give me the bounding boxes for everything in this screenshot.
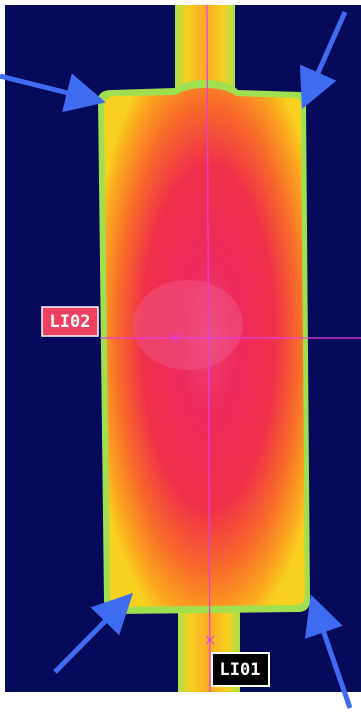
- page: LI02 LI01 (() => { const data = JSON.par…: [0, 0, 361, 715]
- line-label: LI02: [50, 312, 91, 332]
- hot-spot: [133, 280, 243, 370]
- line-label: LI01: [220, 660, 261, 680]
- thermal-image: LI02 LI01: [0, 0, 361, 715]
